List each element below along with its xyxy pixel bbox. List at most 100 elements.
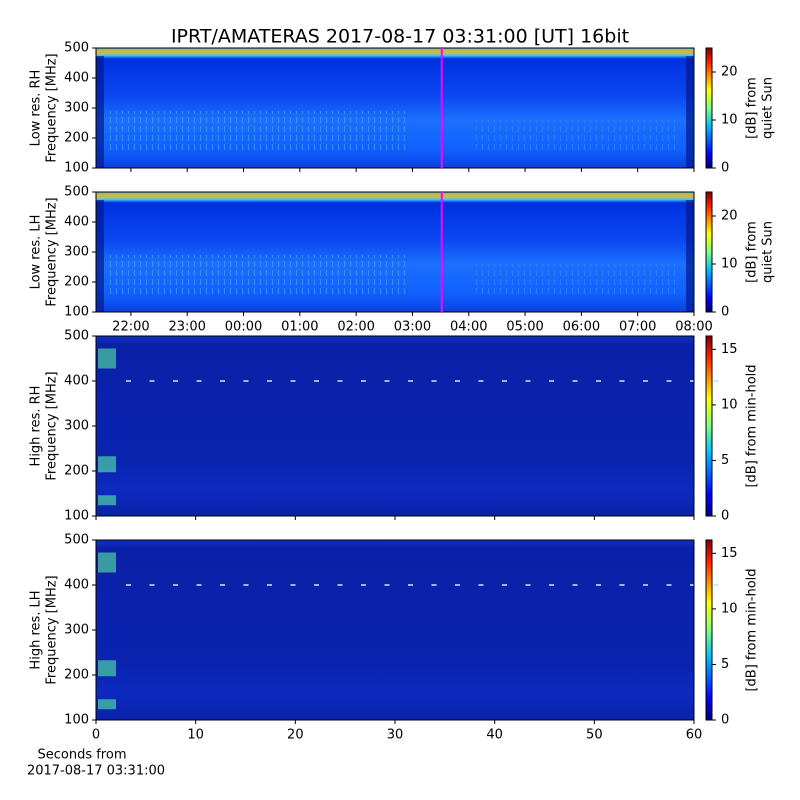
dash: [619, 380, 625, 382]
dash: [596, 380, 601, 382]
x-axis-label: 2017-08-17 03:31:00: [27, 764, 165, 779]
x-tick-label: 50: [586, 728, 603, 743]
dash: [173, 584, 178, 586]
dash: [525, 584, 531, 586]
dash: [455, 380, 460, 382]
y-tick-label: 200: [64, 131, 89, 146]
x-tick-label: 07:00: [619, 320, 656, 335]
x-tick-label: 02:00: [337, 320, 374, 335]
burst: [98, 495, 116, 506]
dash: [337, 584, 343, 586]
dash: [666, 380, 672, 382]
colorbar-tick-label: 5: [721, 453, 729, 468]
dash: [126, 584, 131, 586]
colorbar: [705, 539, 713, 721]
dash: [572, 584, 578, 586]
colorbar: [705, 47, 713, 169]
colorbar-tick-label: 0: [721, 509, 729, 524]
x-tick-label: 60: [686, 728, 703, 743]
dash: [408, 584, 413, 586]
dash: [713, 584, 719, 586]
y-tick-label: 100: [64, 161, 89, 176]
burst: [98, 456, 116, 473]
dash: [431, 380, 437, 382]
y-tick-label: 100: [64, 713, 89, 728]
colorbar-tick-label: 15: [721, 342, 738, 357]
dash: [314, 584, 319, 586]
dash: [384, 584, 390, 586]
dash: [502, 380, 507, 382]
dash: [243, 584, 249, 586]
burst: [98, 348, 116, 369]
dash: [149, 380, 155, 382]
burst: [98, 699, 116, 710]
y-tick-label: 200: [64, 275, 89, 290]
colorbar-tick-label: 5: [721, 657, 729, 672]
x-tick-label: 22:00: [112, 320, 149, 335]
y-axis-label: Low res. RH: [29, 70, 44, 147]
colorbar-tick-label: 0: [721, 713, 729, 728]
spectrogram: [96, 540, 694, 720]
edge: [96, 56, 104, 168]
x-tick-label: 20: [287, 728, 304, 743]
colorbar-tick-label: 10: [721, 113, 738, 128]
dash: [337, 380, 343, 382]
streaks: [106, 255, 406, 297]
dash: [290, 380, 296, 382]
y-tick-label: 100: [64, 305, 89, 320]
dash: [643, 584, 648, 586]
colorbar-tick-label: 10: [721, 397, 738, 412]
y-tick-label: 100: [64, 509, 89, 524]
x-tick-label: 08:00: [675, 320, 712, 335]
dash: [713, 380, 719, 382]
x-tick-label: 10: [187, 728, 204, 743]
y-axis-label: Frequency [MHz]: [45, 197, 60, 306]
y-axis-label: High res. RH: [29, 386, 44, 467]
x-tick-label: 06:00: [563, 320, 600, 335]
colorbar-tick-label: 10: [721, 601, 738, 616]
dash: [361, 584, 366, 586]
dash: [314, 380, 319, 382]
y-tick-label: 500: [64, 41, 89, 56]
dash: [361, 380, 366, 382]
edge: [686, 56, 694, 168]
dash: [690, 584, 695, 586]
x-axis-label: Seconds from: [37, 748, 126, 763]
colorbar-tick-label: 15: [721, 546, 738, 561]
dash: [478, 380, 484, 382]
burst: [98, 660, 116, 677]
dash: [243, 380, 249, 382]
dash: [408, 380, 413, 382]
dash: [478, 584, 484, 586]
dash: [549, 380, 554, 382]
dash: [690, 380, 695, 382]
y-axis-label: Low res. LH: [29, 215, 44, 290]
colorbar-tick-label: 20: [721, 65, 738, 80]
dash: [619, 584, 625, 586]
y-tick-label: 400: [64, 578, 89, 593]
y-axis-label: Frequency [MHz]: [45, 53, 60, 162]
x-tick-label: 05:00: [506, 320, 543, 335]
dash: [220, 584, 225, 586]
dash: [267, 380, 272, 382]
colorbar-tick-label: 0: [721, 305, 729, 320]
y-tick-label: 200: [64, 464, 89, 479]
colorbar-label: [dB] from min-hold: [745, 364, 760, 487]
dash: [220, 380, 225, 382]
edge: [686, 200, 694, 312]
x-tick-label: 03:00: [394, 320, 431, 335]
streaks: [476, 120, 676, 150]
y-tick-label: 400: [64, 71, 89, 86]
y-axis-label: High res. LH: [29, 590, 44, 669]
colorbar: [705, 335, 713, 517]
colorbar-label: [dB] from: [745, 221, 760, 283]
colorbar: [705, 191, 713, 313]
y-tick-label: 400: [64, 215, 89, 230]
dash: [196, 380, 202, 382]
y-tick-label: 300: [64, 101, 89, 116]
dash: [126, 380, 131, 382]
burst: [98, 552, 116, 573]
y-tick-label: 300: [64, 245, 89, 260]
colorbar-label: quiet Sun: [761, 221, 776, 283]
